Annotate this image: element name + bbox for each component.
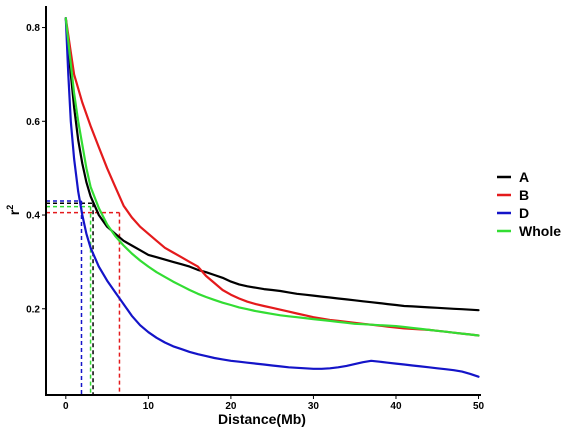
- x-axis-title: Distance(Mb): [218, 411, 306, 427]
- legend-label-d: D: [519, 205, 529, 221]
- x-ticks: 0 10 20 30 40 50: [63, 395, 485, 412]
- x-tick-label: 20: [225, 401, 237, 412]
- legend-label-whole: Whole: [519, 223, 561, 239]
- x-tick-label: 40: [390, 401, 402, 412]
- x-tick-label: 50: [473, 401, 485, 412]
- y-axis-title: r2: [5, 205, 22, 215]
- legend-label-a: A: [519, 169, 529, 185]
- y-axis-title-base: r: [6, 209, 22, 215]
- y-tick-label: 0.4: [26, 211, 40, 222]
- axes: [45, 6, 481, 396]
- y-tick-label: 0.2: [26, 304, 40, 315]
- x-tick-label: 0: [63, 401, 69, 412]
- series-line-b: [64, 17, 480, 337]
- svg-text:r2: r2: [5, 205, 22, 215]
- x-tick-label: 10: [143, 401, 155, 412]
- series-line-a: [64, 17, 480, 312]
- legend-label-b: B: [519, 187, 529, 203]
- y-tick-label: 0.8: [26, 23, 40, 34]
- y-axis-title-superscript: 2: [5, 205, 15, 210]
- series-line-whole: [64, 17, 480, 337]
- y-ticks: 0.2 0.4 0.6 0.8: [26, 23, 46, 315]
- legend: ABD Whole: [497, 169, 561, 239]
- x-tick-label: 30: [308, 401, 320, 412]
- reference-lines: [46, 200, 121, 395]
- series-line-d: [64, 17, 480, 378]
- series-lines: [64, 17, 480, 378]
- y-tick-label: 0.6: [26, 117, 40, 128]
